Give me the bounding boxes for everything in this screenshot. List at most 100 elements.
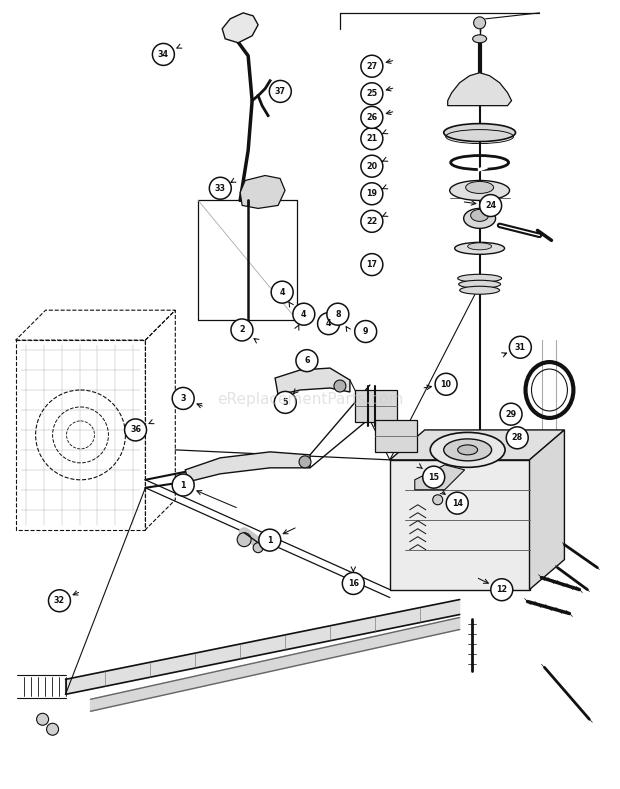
- Ellipse shape: [444, 124, 516, 141]
- Circle shape: [361, 211, 383, 232]
- Text: 1: 1: [267, 536, 273, 544]
- Polygon shape: [185, 452, 310, 482]
- Text: 14: 14: [452, 499, 463, 507]
- Circle shape: [172, 387, 194, 409]
- Circle shape: [327, 303, 349, 325]
- Text: 36: 36: [130, 425, 141, 435]
- Circle shape: [334, 380, 346, 392]
- Circle shape: [296, 350, 318, 372]
- Circle shape: [259, 529, 281, 551]
- Circle shape: [480, 195, 502, 216]
- Circle shape: [46, 724, 58, 735]
- Text: 29: 29: [505, 409, 516, 419]
- Ellipse shape: [467, 243, 492, 250]
- Text: 21: 21: [366, 134, 378, 143]
- Circle shape: [125, 419, 146, 441]
- Text: 15: 15: [428, 473, 439, 481]
- Ellipse shape: [459, 286, 500, 294]
- Circle shape: [361, 183, 383, 204]
- FancyBboxPatch shape: [355, 390, 397, 422]
- Circle shape: [293, 303, 315, 325]
- Ellipse shape: [444, 439, 492, 461]
- Circle shape: [433, 495, 443, 505]
- Text: 32: 32: [54, 596, 65, 605]
- Text: 2: 2: [239, 325, 245, 335]
- Text: 1: 1: [180, 481, 186, 489]
- Text: 33: 33: [215, 184, 226, 193]
- Text: 3: 3: [180, 394, 186, 403]
- Polygon shape: [448, 73, 512, 106]
- Text: 20: 20: [366, 162, 378, 170]
- Text: 8: 8: [335, 310, 340, 319]
- Text: 26: 26: [366, 113, 378, 122]
- Polygon shape: [222, 13, 258, 43]
- Text: 4: 4: [280, 288, 285, 297]
- Ellipse shape: [472, 35, 487, 43]
- Circle shape: [237, 533, 251, 547]
- Text: 10: 10: [441, 380, 451, 389]
- Circle shape: [253, 543, 263, 552]
- Circle shape: [153, 43, 174, 65]
- Circle shape: [435, 373, 457, 395]
- Ellipse shape: [458, 445, 477, 455]
- Polygon shape: [390, 460, 529, 589]
- Circle shape: [317, 312, 340, 335]
- Circle shape: [342, 573, 365, 594]
- Ellipse shape: [430, 432, 505, 467]
- Polygon shape: [275, 368, 350, 395]
- Circle shape: [510, 336, 531, 358]
- Circle shape: [361, 107, 383, 129]
- Polygon shape: [240, 175, 285, 208]
- Circle shape: [500, 403, 522, 425]
- Text: 37: 37: [275, 87, 286, 96]
- Text: 22: 22: [366, 217, 378, 226]
- Text: 6: 6: [304, 356, 309, 365]
- Circle shape: [507, 427, 528, 449]
- Text: 5: 5: [283, 398, 288, 407]
- Text: 34: 34: [158, 50, 169, 59]
- Ellipse shape: [464, 208, 495, 228]
- Text: 4: 4: [326, 319, 331, 328]
- FancyBboxPatch shape: [375, 420, 417, 452]
- Circle shape: [37, 713, 48, 725]
- Circle shape: [274, 391, 296, 413]
- Circle shape: [269, 80, 291, 103]
- Circle shape: [231, 319, 253, 341]
- Text: 17: 17: [366, 260, 378, 269]
- Circle shape: [271, 281, 293, 303]
- Ellipse shape: [466, 181, 494, 193]
- Ellipse shape: [450, 181, 510, 200]
- Text: 9: 9: [363, 327, 368, 336]
- Circle shape: [423, 466, 445, 488]
- Circle shape: [48, 590, 71, 611]
- Text: eReplacementParts.com: eReplacementParts.com: [217, 392, 403, 407]
- Circle shape: [446, 492, 468, 514]
- Text: 27: 27: [366, 62, 378, 71]
- Polygon shape: [66, 600, 459, 694]
- Text: 19: 19: [366, 189, 378, 198]
- Circle shape: [361, 155, 383, 178]
- Polygon shape: [91, 618, 459, 712]
- Polygon shape: [529, 430, 564, 589]
- Text: 4: 4: [301, 310, 306, 319]
- Text: 24: 24: [485, 201, 496, 210]
- Text: 12: 12: [496, 585, 507, 594]
- Ellipse shape: [471, 209, 489, 222]
- Circle shape: [361, 55, 383, 77]
- Circle shape: [361, 253, 383, 275]
- Text: 16: 16: [348, 579, 359, 588]
- Ellipse shape: [454, 242, 505, 254]
- Text: 25: 25: [366, 89, 378, 99]
- Ellipse shape: [459, 280, 500, 288]
- Polygon shape: [415, 465, 464, 490]
- Ellipse shape: [458, 275, 502, 282]
- Circle shape: [361, 128, 383, 150]
- Circle shape: [299, 456, 311, 468]
- Circle shape: [474, 17, 485, 29]
- Circle shape: [491, 579, 513, 600]
- Circle shape: [355, 320, 377, 342]
- Circle shape: [210, 178, 231, 199]
- Text: 28: 28: [512, 433, 523, 443]
- Text: 31: 31: [515, 342, 526, 352]
- Circle shape: [361, 83, 383, 105]
